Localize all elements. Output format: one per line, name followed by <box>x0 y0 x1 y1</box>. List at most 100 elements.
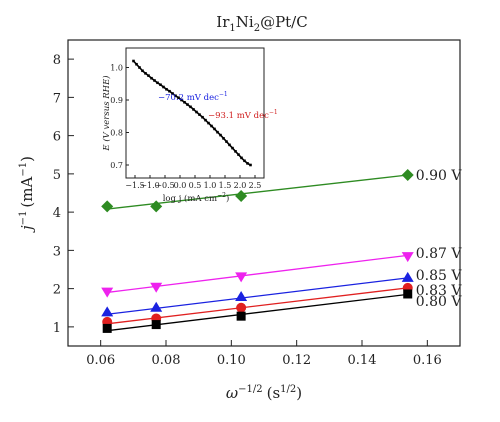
tafel-point <box>144 72 147 75</box>
main-axis-ticks: 0.06 0.08 0.10 0.12 0.14 0.16 1 2 3 4 5 6 7 8 <box>53 53 442 368</box>
tafel-curve <box>132 60 251 166</box>
series-label: 0.87 V <box>416 246 463 262</box>
tafel-point <box>180 98 183 102</box>
tafel-point <box>240 156 243 160</box>
data-point <box>101 306 114 317</box>
tafel-point <box>249 163 252 167</box>
data-point <box>235 272 248 283</box>
tafel-point <box>213 127 216 131</box>
tafel-point <box>165 87 168 91</box>
data-point <box>150 200 163 213</box>
inset-x-tick-label: 2.5 <box>249 181 262 190</box>
data-point <box>401 271 414 282</box>
series-label: 0.80 V <box>416 294 463 310</box>
inset-y-tick-label: 1.0 <box>110 64 123 73</box>
y-tick-label: 1 <box>53 321 61 336</box>
tafel-inset: −1.5−1.0−0.50.0 0.5 1.0 1.5 2.0 2.50.70.80.91… <box>101 47 278 204</box>
series-label-layer: 0.90 V 0.87 V 0.85 V0.83 V0.80 V <box>416 168 463 310</box>
y-tick-label: 8 <box>53 53 61 68</box>
tafel-point <box>195 110 198 114</box>
y-tick-label: 5 <box>53 168 61 183</box>
tafel-point <box>177 96 180 100</box>
inset-x-tick-label: −1.0 <box>140 181 159 190</box>
x-tick-label: 0.10 <box>217 353 246 368</box>
data-point <box>150 282 163 293</box>
x-axis-label: ω−1/2 (s1/2) <box>226 384 302 402</box>
tafel-point <box>141 69 144 73</box>
inset-x-tick-label: 0.5 <box>189 181 202 190</box>
x-tick-label: 0.16 <box>413 353 442 368</box>
inset-y-tick-label: 0.8 <box>110 129 123 138</box>
inset-x-tick-label: −1.5 <box>125 181 144 190</box>
tafel-point <box>237 153 240 156</box>
tafel-point <box>207 121 210 125</box>
tafel-point <box>219 133 222 137</box>
x-tick-label: 0.06 <box>86 353 115 368</box>
fit-line <box>107 254 408 294</box>
y-tick-label: 4 <box>53 206 61 221</box>
tafel-point <box>186 103 189 106</box>
tafel-point <box>153 79 156 82</box>
main-series-layer <box>101 169 414 333</box>
data-point <box>236 302 247 313</box>
tafel-point <box>225 140 228 143</box>
tafel-point <box>228 143 231 147</box>
data-point <box>235 291 248 302</box>
tafel-point <box>159 83 162 87</box>
tafel-point <box>138 66 141 69</box>
tafel-point <box>174 94 177 98</box>
tafel-point <box>147 74 150 77</box>
inset-y-tick-label: 0.7 <box>110 161 123 170</box>
data-point <box>401 169 414 182</box>
chart-title: Ir1Ni2@Pt/C <box>216 13 307 34</box>
data-point <box>101 200 114 213</box>
data-point <box>401 252 414 263</box>
tafel-point <box>156 81 159 85</box>
tafel-point <box>234 150 237 153</box>
inset-axis-ticks: −1.5−1.0−0.50.0 0.5 1.0 1.5 2.0 2.50.70.80.91… <box>110 64 261 191</box>
data-point <box>403 289 413 299</box>
tafel-point <box>210 124 213 128</box>
data-point <box>102 323 112 333</box>
plot-frame <box>67 39 461 347</box>
tafel-point <box>168 89 171 93</box>
tafel-point <box>246 162 249 165</box>
inset-x-tick-label: 2.0 <box>234 181 247 190</box>
inset-x-tick-label: 1.5 <box>219 181 232 190</box>
data-point <box>151 320 161 330</box>
tafel-point <box>192 108 195 111</box>
tafel-point <box>183 100 186 104</box>
x-tick-label: 0.14 <box>348 353 377 368</box>
tafel-point <box>204 118 207 122</box>
tafel-point <box>150 76 153 80</box>
tafel-point <box>132 59 135 63</box>
series-label: 0.90 V <box>416 168 463 184</box>
inset-y-label: E (V versus RHE) <box>101 75 112 151</box>
data-point <box>235 190 248 203</box>
tafel-point <box>135 62 138 66</box>
tafel-point <box>216 130 219 134</box>
inset-x-tick-label: −0.5 <box>155 181 174 190</box>
y-axis-label: j−1(mA−1) <box>18 156 36 233</box>
tafel-point <box>243 159 246 163</box>
inset-annotation-2: −93.1 mV dec−1 <box>208 109 278 121</box>
y-tick-label: 6 <box>53 130 61 145</box>
inset-x-tick-label: 0.0 <box>174 181 187 190</box>
tafel-point <box>201 115 204 119</box>
data-point <box>236 311 246 321</box>
data-point <box>101 287 114 298</box>
data-point <box>150 301 163 312</box>
inset-series-layer <box>132 59 252 167</box>
tafel-point <box>162 85 165 89</box>
inset-x-label: log j (mA cm−2) <box>163 192 230 204</box>
y-tick-label: 7 <box>53 91 61 106</box>
y-tick-label: 3 <box>53 244 61 259</box>
tafel-point <box>231 146 234 150</box>
inset-annotation-1: −70.2 mV dec−1 <box>158 91 228 103</box>
tafel-point <box>198 113 201 116</box>
tafel-point <box>171 92 174 95</box>
series-label: 0.83 V <box>416 283 463 299</box>
inset-x-tick-label: 1.0 <box>204 181 217 190</box>
x-tick-label: 0.08 <box>152 353 181 368</box>
